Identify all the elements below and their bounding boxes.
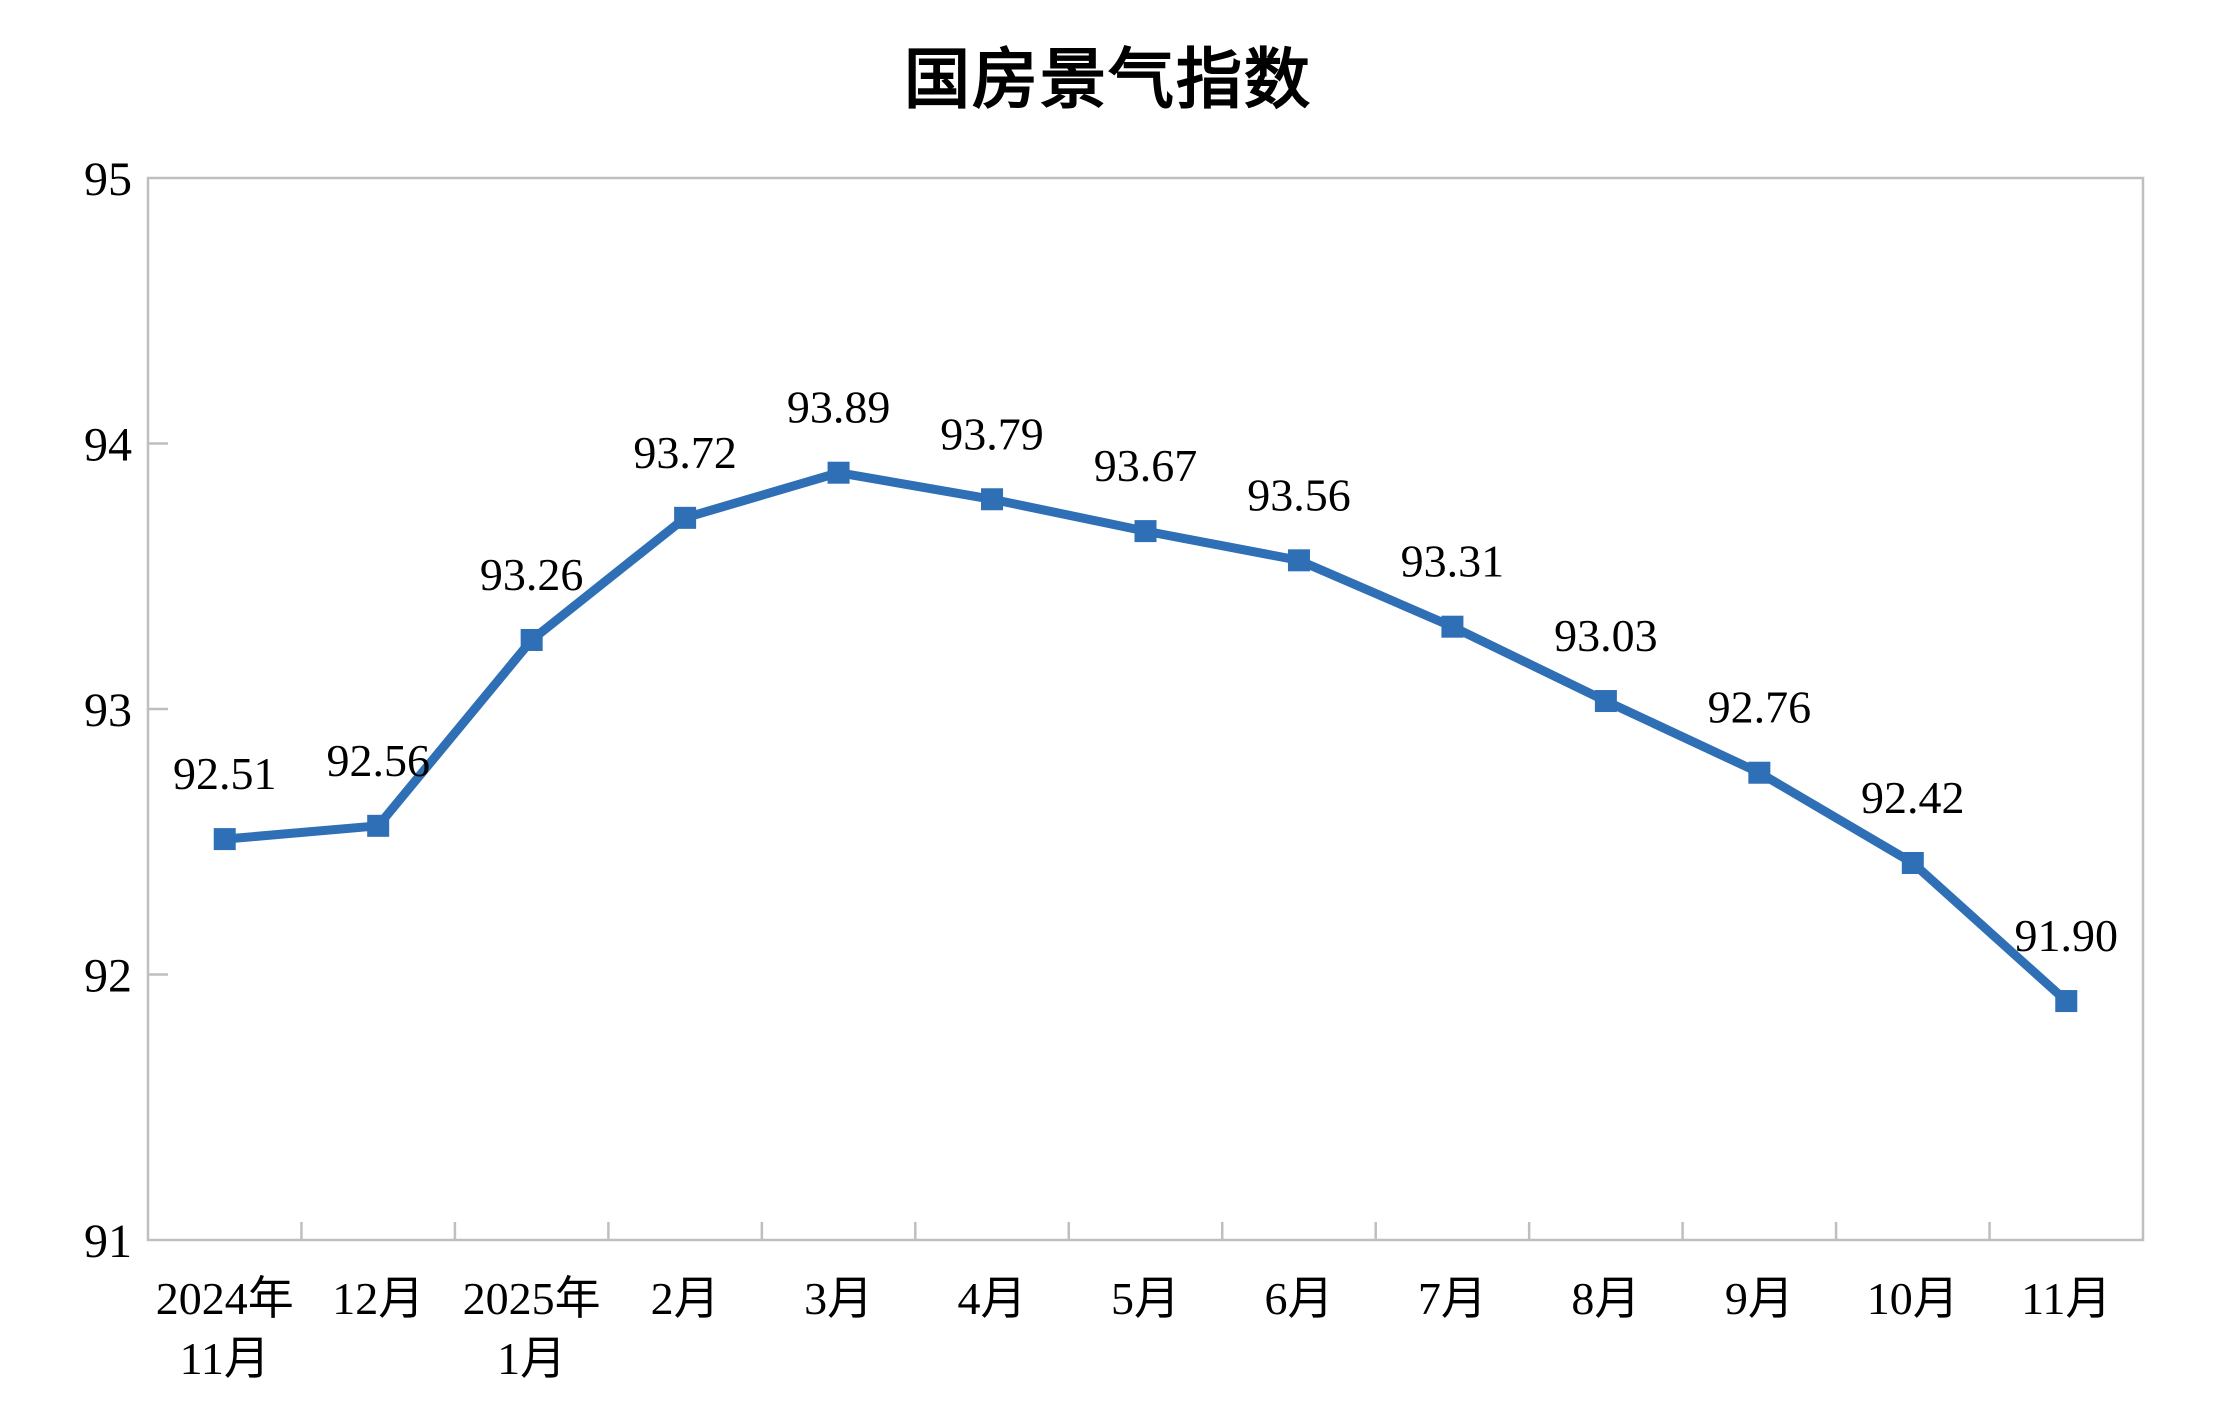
data-point-marker <box>1901 851 1924 874</box>
chart-title: 国房景气指数 <box>904 44 1312 117</box>
data-point-marker <box>1748 761 1771 784</box>
x-axis-label: 5月 <box>1111 1273 1180 1324</box>
y-axis-label: 92 <box>84 950 132 1003</box>
x-axis-label: 2月 <box>651 1273 720 1324</box>
x-axis-label: 7月 <box>1418 1273 1487 1324</box>
x-axis-label: 4月 <box>958 1273 1027 1324</box>
x-axis-label: 12月 <box>332 1273 424 1324</box>
data-point-marker <box>213 828 236 851</box>
data-point-marker <box>520 628 543 651</box>
x-axis-label: 2025年 <box>463 1273 601 1324</box>
x-axis-label: 6月 <box>1264 1273 1333 1324</box>
y-axis-label: 91 <box>84 1215 132 1268</box>
data-point-marker <box>2055 990 2078 1013</box>
data-point-label: 91.90 <box>2015 910 2119 961</box>
data-point-label: 93.56 <box>1247 469 1351 520</box>
x-axis-label: 10月 <box>1867 1273 1959 1324</box>
x-axis-label: 9月 <box>1725 1273 1794 1324</box>
data-point-label: 92.51 <box>173 748 277 799</box>
x-axis-label: 3月 <box>804 1273 873 1324</box>
data-point-marker <box>674 506 697 529</box>
data-point-label: 93.67 <box>1094 440 1198 491</box>
data-point-label: 92.56 <box>326 735 430 786</box>
data-point-marker <box>1441 615 1464 638</box>
data-point-marker <box>827 461 850 484</box>
y-axis-label: 95 <box>84 153 132 206</box>
x-axis-label: 11月 <box>2021 1273 2111 1324</box>
data-point-marker <box>1594 690 1617 713</box>
y-axis-label: 93 <box>84 684 132 737</box>
data-point-label: 92.76 <box>1708 682 1812 733</box>
x-axis-label: 2024年 <box>156 1273 294 1324</box>
x-axis-label: 11月 <box>180 1333 270 1384</box>
data-point-label: 93.31 <box>1401 536 1505 587</box>
data-point-label: 93.89 <box>787 382 891 433</box>
data-point-marker <box>367 814 390 837</box>
data-point-label: 92.42 <box>1861 772 1965 823</box>
data-point-marker <box>1134 520 1157 543</box>
data-point-marker <box>1287 549 1310 572</box>
data-point-label: 93.79 <box>940 408 1044 459</box>
y-axis-label: 94 <box>84 419 132 472</box>
data-point-label: 93.03 <box>1554 610 1658 661</box>
data-point-label: 93.72 <box>633 427 737 478</box>
plot-border <box>146 176 2145 1242</box>
data-point-marker <box>981 488 1004 511</box>
data-point-label: 93.26 <box>480 549 584 600</box>
x-axis-label: 1月 <box>497 1333 566 1384</box>
x-axis-label: 8月 <box>1571 1273 1640 1324</box>
